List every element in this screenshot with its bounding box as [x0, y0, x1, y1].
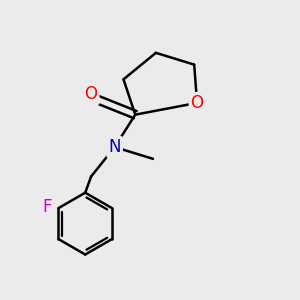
Text: N: N — [108, 138, 121, 156]
Text: O: O — [190, 94, 204, 112]
Text: O: O — [85, 85, 98, 103]
Text: F: F — [43, 198, 52, 216]
